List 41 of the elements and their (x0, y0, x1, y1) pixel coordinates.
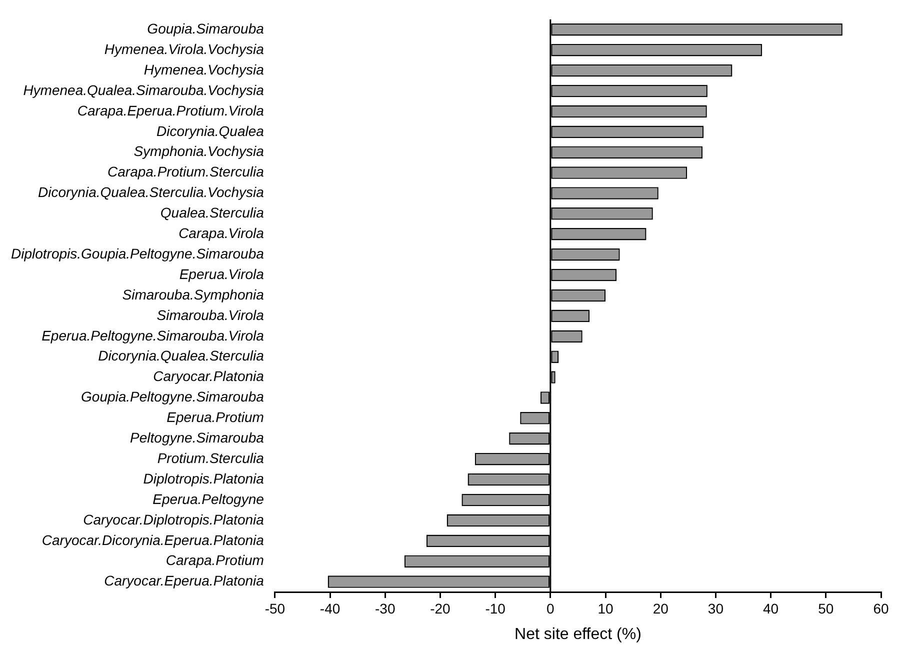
x-tick-label: 0 (546, 600, 555, 616)
x-tick-label: 40 (763, 600, 779, 616)
x-tick-label: 50 (818, 600, 834, 616)
y-tick-label: Dicorynia.Qualea.Sterculia.Vochysia (38, 184, 264, 200)
y-tick-label: Eperua.Peltogyne (152, 490, 264, 507)
y-tick-label: Protium.Sterculia (157, 450, 264, 466)
y-tick-label: Carapa.Virola (178, 225, 264, 242)
x-tick-label: -50 (264, 600, 286, 616)
y-tick-label: Eperua.Peltogyne.Simarouba.Virola (42, 327, 264, 344)
y-tick-label: Diplotropis.Goupia.Peltogyne.Simarouba (10, 245, 264, 262)
x-tick-label: -20 (430, 600, 451, 616)
x-tick-label: 30 (708, 600, 724, 616)
y-tick-label: Symphonia.Vochysia (134, 143, 264, 160)
y-tick-label: Carapa.Eperua.Protium.Virola (77, 102, 264, 118)
y-tick-label: Dicorynia.Qualea (156, 122, 264, 139)
x-tick-label: -10 (485, 600, 506, 616)
y-tick-label: Caryocar.Eperua.Platonia (104, 572, 264, 589)
y-tick-label: Simarouba.Virola (156, 306, 264, 323)
y-tick-label: Carapa.Protium.Sterculia (108, 164, 264, 180)
x-tick-label: 60 (873, 600, 889, 616)
x-axis-title: Net site effect (%) (514, 626, 642, 643)
y-tick-label: Simarouba.Symphonia (122, 286, 264, 302)
x-tick-label: 10 (598, 600, 614, 616)
x-tick-label: -30 (375, 600, 396, 616)
y-tick-label: Carapa.Protium (166, 552, 264, 568)
y-tick-label: Eperua.Virola (179, 266, 264, 282)
y-tick-label: Hymenea.Virola.Vochysia (104, 40, 264, 57)
y-tick-label: Peltogyne.Simarouba (130, 430, 264, 446)
y-tick-label: Qualea.Sterculia (160, 204, 264, 221)
y-tick-label: Goupia.Peltogyne.Simarouba (81, 388, 264, 405)
y-tick-label: Hymenea.Vochysia (144, 61, 264, 78)
y-tick-label: Caryocar.Dicorynia.Eperua.Platonia (42, 532, 264, 548)
y-tick-label: Caryocar.Diplotropis.Platonia (83, 511, 264, 528)
x-tick-label: 20 (652, 600, 669, 616)
y-tick-label: Eperua.Protium (166, 409, 264, 426)
y-tick-label: Caryocar.Platonia (153, 368, 264, 384)
y-tick-label: Dicorynia.Qualea.Sterculia (98, 348, 264, 364)
y-tick-label: Goupia.Simarouba (147, 20, 264, 37)
y-tick-label: Diplotropis.Platonia (143, 470, 264, 486)
y-tick-label: Hymenea.Qualea.Simarouba.Vochysia (23, 82, 264, 98)
x-tick-label: -40 (320, 600, 340, 616)
